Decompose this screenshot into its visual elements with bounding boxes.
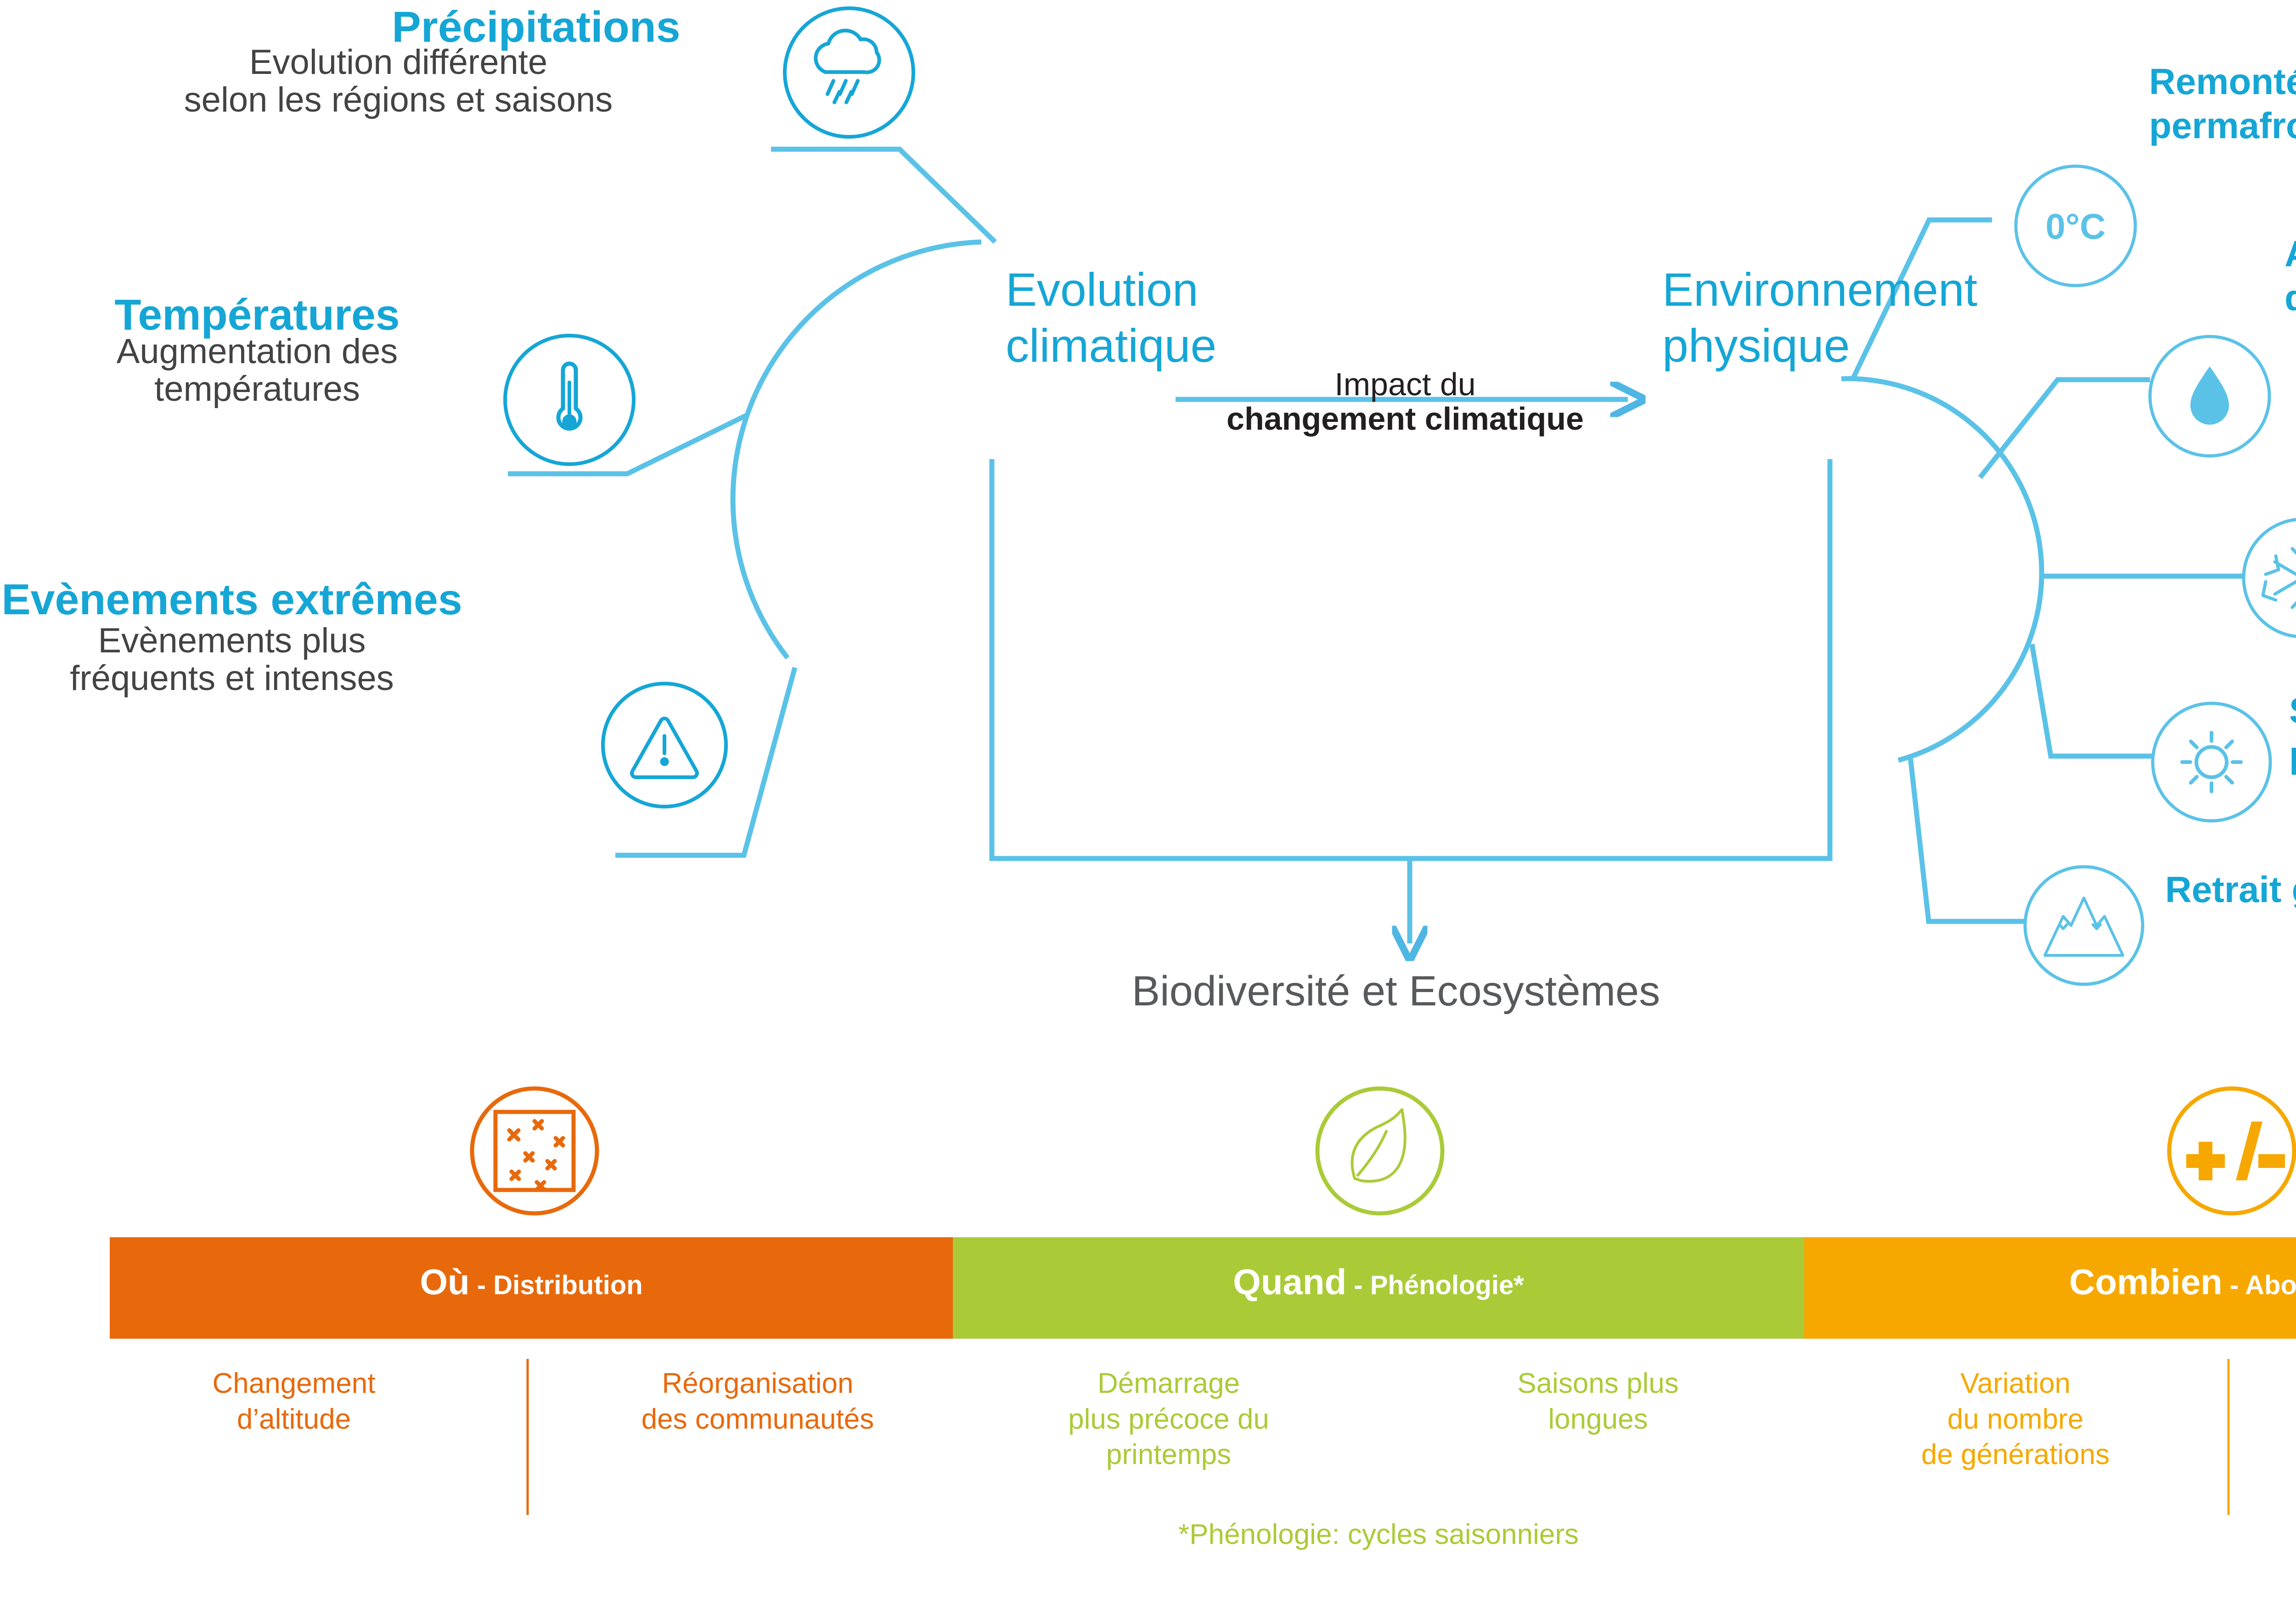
svg-text:0°C: 0°C xyxy=(2046,206,2106,247)
